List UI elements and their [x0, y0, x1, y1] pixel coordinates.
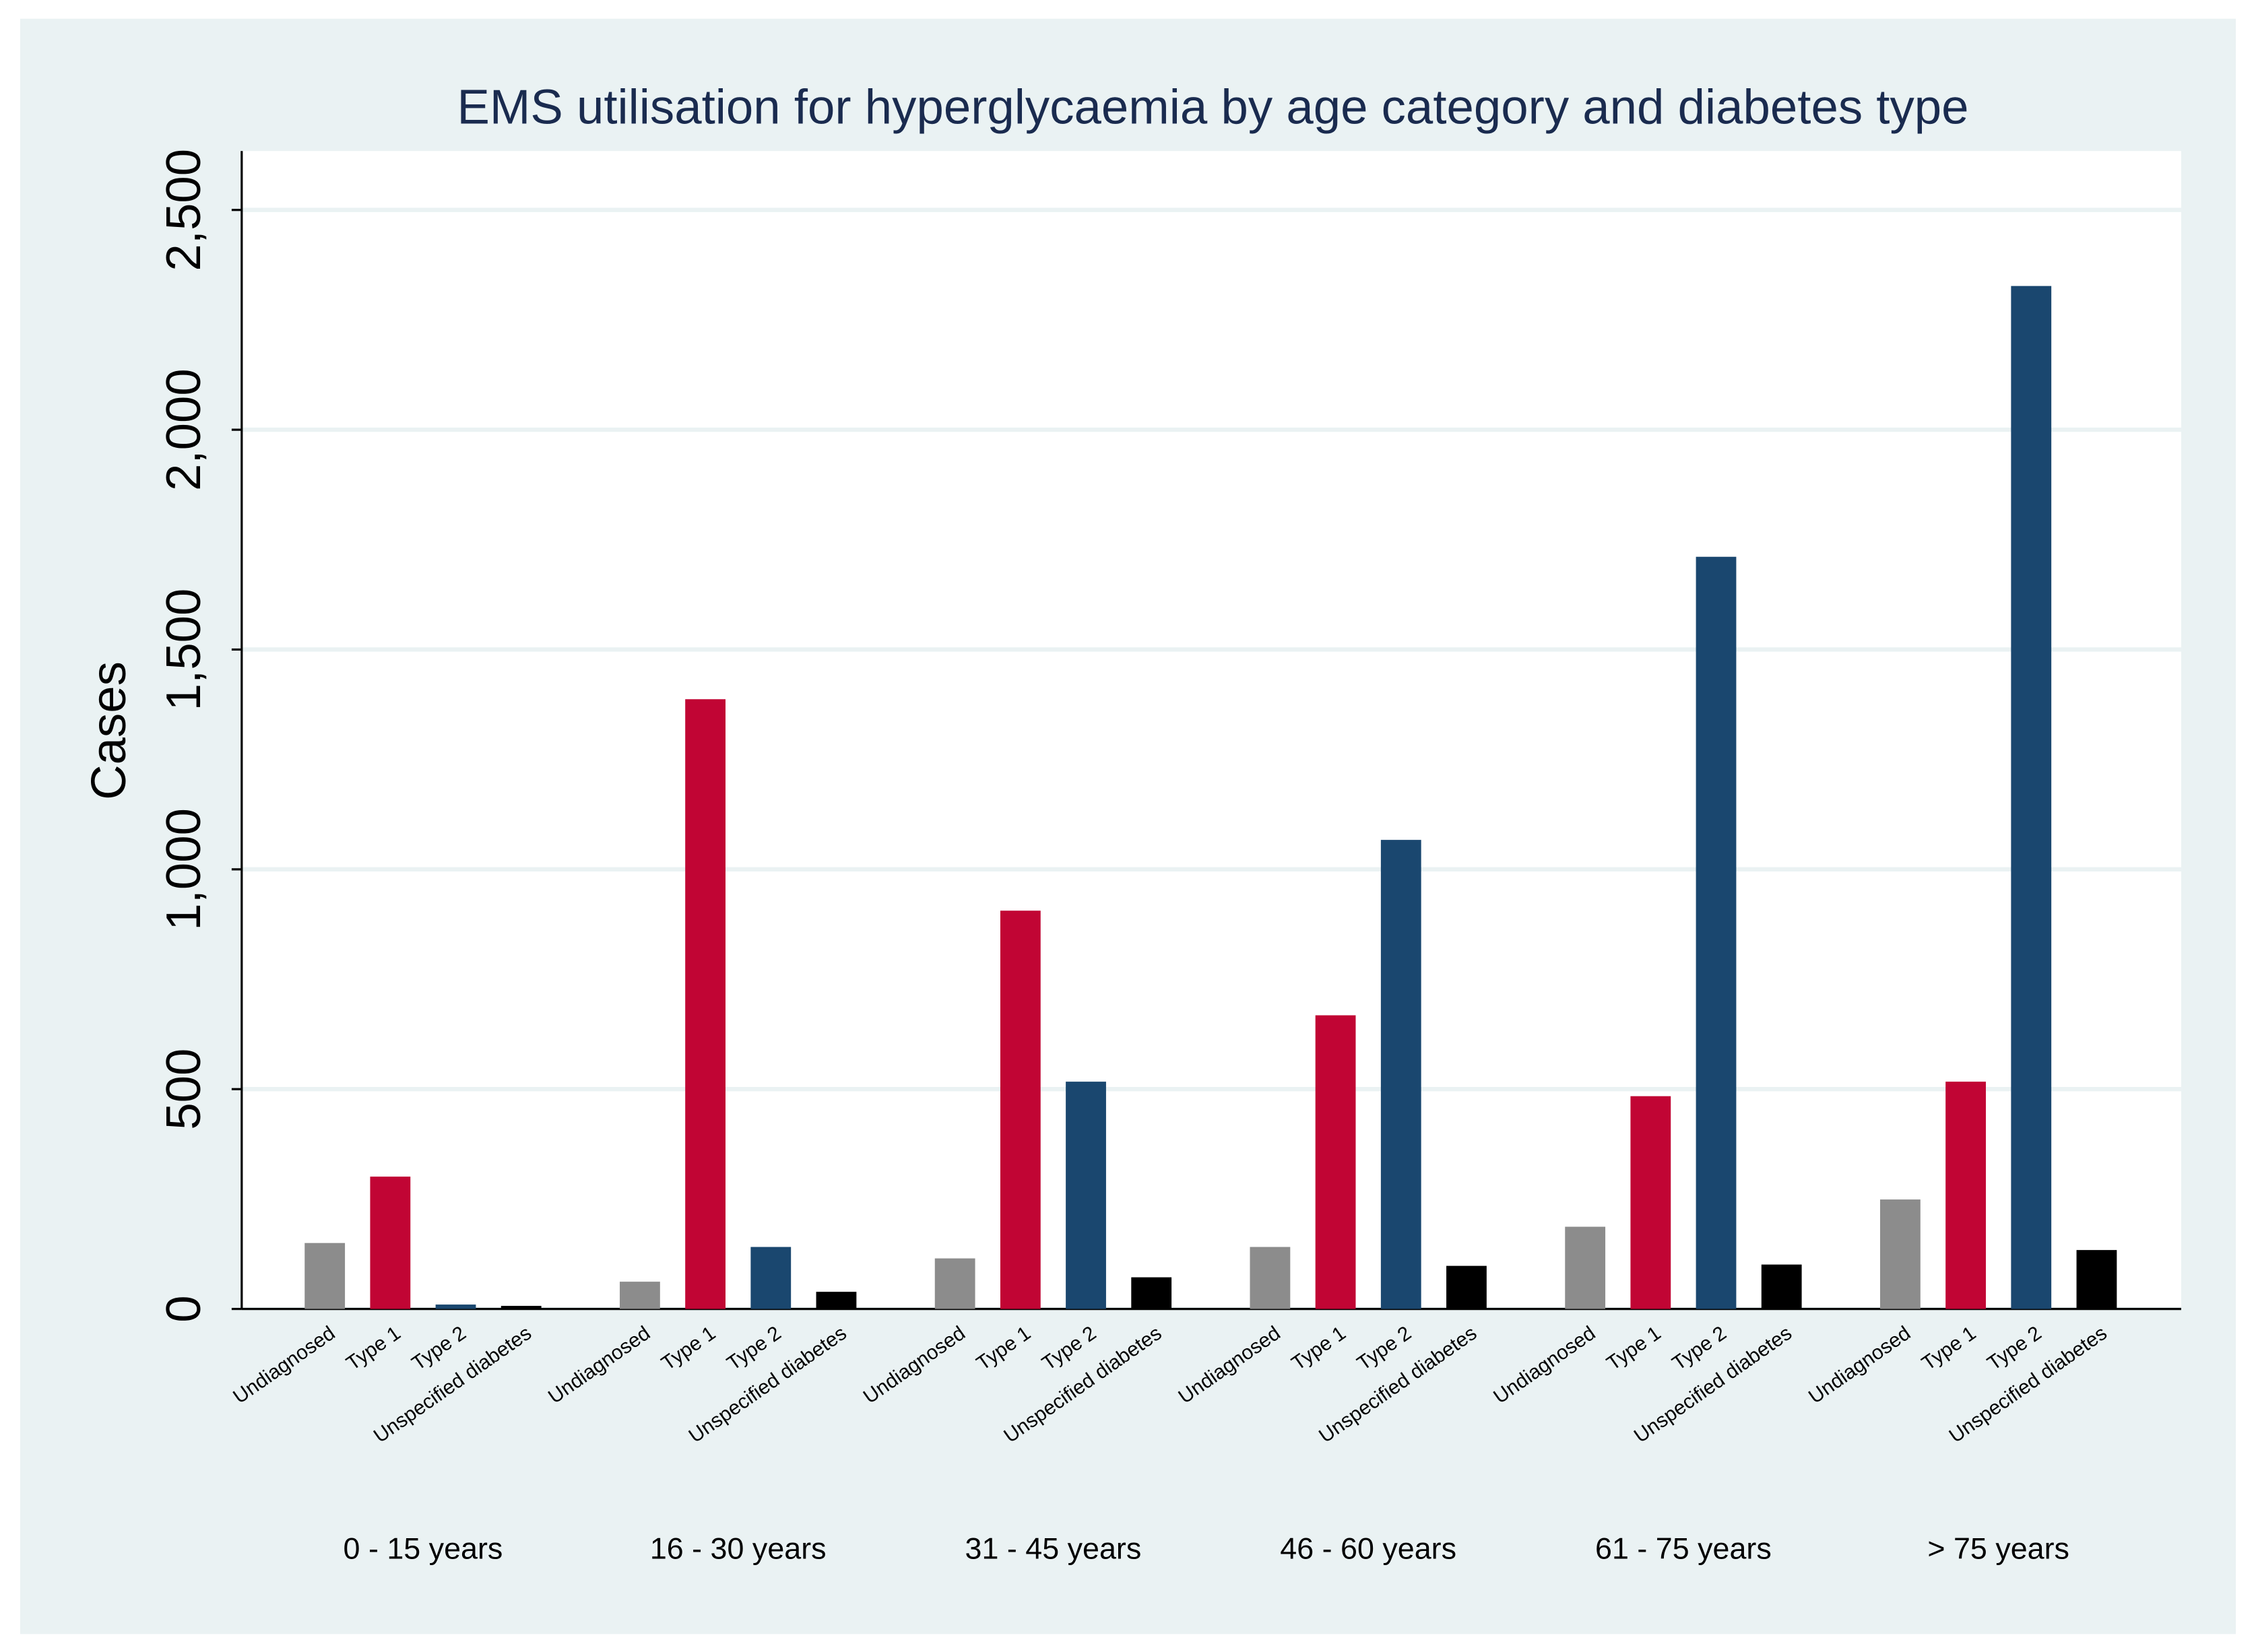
bar [1945, 1082, 1986, 1309]
bar [1761, 1264, 1802, 1309]
bar [934, 1258, 975, 1309]
x-group-label: 61 - 75 years [1595, 1531, 1772, 1565]
bar [1565, 1226, 1606, 1309]
y-tick-label: 1,000 [156, 808, 211, 931]
y-tick-label: 2,000 [156, 368, 211, 491]
x-group-label: 16 - 30 years [650, 1531, 827, 1565]
bar [1131, 1277, 1172, 1309]
bar [685, 699, 726, 1309]
bar [501, 1306, 542, 1309]
bar [1880, 1199, 1921, 1309]
bar [1315, 1015, 1356, 1309]
chart-title: EMS utilisation for hyperglycaemia by ag… [457, 80, 1968, 135]
bar [620, 1282, 660, 1309]
bar [2011, 286, 2052, 1309]
x-group-label: 0 - 15 years [344, 1531, 503, 1565]
bar [1630, 1096, 1671, 1309]
bar [1380, 840, 1421, 1309]
bar [2076, 1250, 2117, 1309]
bar [750, 1247, 792, 1309]
bar [435, 1304, 476, 1309]
x-group-label: > 75 years [1927, 1531, 2069, 1565]
bar [1250, 1247, 1291, 1309]
bar [1696, 556, 1737, 1309]
y-tick-label: 0 [156, 1295, 211, 1322]
y-axis-label: Cases [82, 661, 136, 800]
y-tick-label: 1,500 [156, 589, 211, 711]
x-group-label: 31 - 45 years [965, 1531, 1142, 1565]
bar [1066, 1082, 1106, 1309]
bar [816, 1292, 857, 1309]
y-tick-label: 500 [156, 1049, 211, 1130]
bar [304, 1243, 346, 1309]
bar [370, 1177, 411, 1309]
bar [1000, 911, 1041, 1309]
x-group-label: 46 - 60 years [1280, 1531, 1456, 1565]
plot-area [241, 151, 2181, 1309]
y-tick-label: 2,500 [156, 149, 211, 271]
bar [1446, 1265, 1487, 1309]
